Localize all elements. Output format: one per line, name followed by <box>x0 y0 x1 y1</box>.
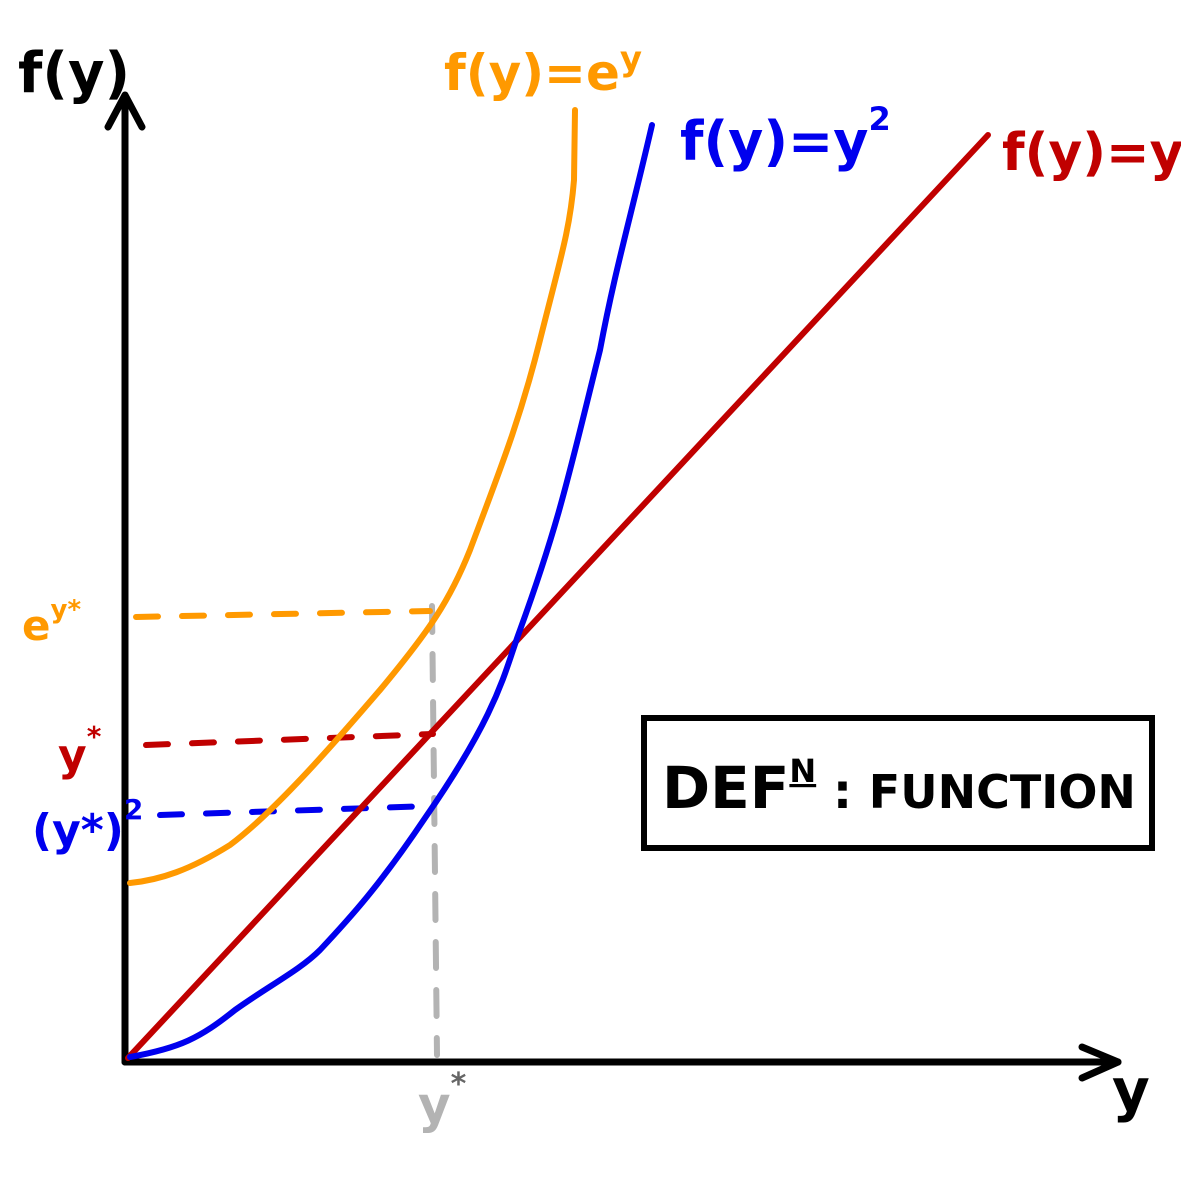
identity-value-label: y* <box>58 720 102 781</box>
x-axis-label: y <box>1112 1056 1150 1124</box>
curves <box>125 107 991 1061</box>
y-axis-arrowhead <box>104 91 146 131</box>
exp-value-label: ey* <box>22 595 81 650</box>
exp-curve <box>127 107 578 886</box>
identity-value-guide <box>143 731 436 748</box>
definition-prefix: DEF <box>662 754 789 822</box>
guide-lines <box>133 603 440 1058</box>
square-curve <box>127 122 655 1060</box>
exp-curve-label: f(y)=ey <box>444 39 642 102</box>
identity-value-label-sup: * <box>87 720 102 753</box>
square-value-guide <box>157 803 435 818</box>
point-labels: y* ey* y* (y*)2 <box>22 595 467 1134</box>
square-value-label: (y*)2 <box>32 793 143 856</box>
identity-curve-label: f(y)=y <box>1002 123 1181 183</box>
definition-word: FUNCTION <box>869 765 1136 819</box>
x-star-label: y* <box>418 1067 467 1134</box>
exp-curve-label-sup: y <box>620 39 642 79</box>
definition-box: DEFN : FUNCTION <box>641 715 1155 851</box>
curve-labels: f(y)=ey f(y)=y2 f(y)=y <box>444 39 1181 183</box>
square-curve-label-sup: 2 <box>869 100 891 138</box>
exp-value-guide <box>133 608 433 620</box>
definition-superscript: N <box>789 752 816 790</box>
square-value-label-sup: 2 <box>124 793 143 826</box>
axes <box>104 91 1122 1082</box>
definition-box-frame <box>641 715 1155 851</box>
x-star-guide <box>429 603 440 1058</box>
identity-curve <box>125 132 991 1061</box>
x-star-label-sup: * <box>451 1067 467 1102</box>
definition-separator: : <box>816 764 869 820</box>
exp-value-label-sup: y* <box>51 595 82 625</box>
y-axis-label: f(y) <box>18 41 130 106</box>
axis-labels: f(y) y <box>18 41 1150 1124</box>
x-axis-arrowhead <box>1078 1043 1122 1082</box>
square-curve-label: f(y)=y2 <box>680 100 891 173</box>
definition-box-text: DEFN : FUNCTION <box>662 752 1136 822</box>
